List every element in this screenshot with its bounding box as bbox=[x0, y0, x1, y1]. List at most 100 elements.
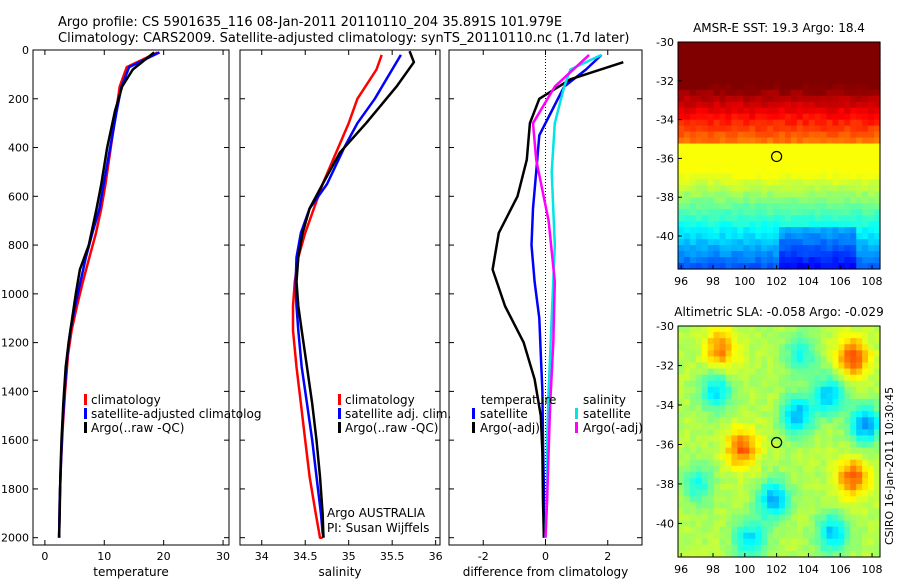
heatmap-cell bbox=[790, 514, 798, 522]
heatmap-cell bbox=[683, 71, 691, 79]
heatmap-cell bbox=[784, 484, 792, 491]
heatmap-cell bbox=[701, 332, 709, 339]
heatmap-cell bbox=[850, 161, 857, 169]
heatmap-cell bbox=[683, 411, 691, 418]
heatmap-cell bbox=[683, 338, 691, 345]
heatmap-cell bbox=[868, 356, 875, 364]
heatmap-cell bbox=[832, 380, 840, 388]
heatmap-cell bbox=[695, 149, 703, 157]
heatmap-cell bbox=[844, 119, 851, 127]
heatmap-cell bbox=[802, 119, 810, 127]
heatmap-cell bbox=[844, 203, 851, 210]
x-tick-label: 100 bbox=[734, 563, 755, 576]
heatmap-cell bbox=[826, 215, 834, 222]
heatmap-cell bbox=[719, 350, 727, 357]
heatmap-cell bbox=[814, 119, 822, 127]
heatmap-cell bbox=[773, 107, 780, 115]
heatmap-cell bbox=[755, 149, 762, 157]
heatmap-cell bbox=[838, 362, 845, 370]
heatmap-cell bbox=[790, 215, 798, 222]
heatmap-cell bbox=[808, 203, 816, 210]
heatmap-cell bbox=[838, 429, 845, 437]
heatmap-cell bbox=[743, 490, 750, 497]
heatmap-cell bbox=[767, 83, 774, 91]
heatmap-cell bbox=[832, 477, 840, 485]
heatmap-cell bbox=[850, 245, 857, 252]
heatmap-cell bbox=[838, 356, 845, 364]
heatmap-cell bbox=[844, 435, 851, 443]
heatmap-cell bbox=[779, 514, 786, 522]
difference-legend: temperature salinity satellite Argo(-adj… bbox=[472, 393, 643, 435]
heatmap-cell bbox=[695, 257, 703, 264]
heatmap-cell bbox=[678, 502, 685, 509]
heatmap-cell bbox=[874, 263, 881, 270]
heatmap-cell bbox=[868, 490, 875, 497]
heatmap-cell bbox=[695, 465, 703, 473]
heatmap-cell bbox=[701, 514, 709, 522]
heatmap-cell bbox=[725, 149, 733, 157]
heatmap-cell bbox=[796, 368, 804, 376]
heatmap-cell bbox=[826, 405, 834, 412]
x-tick-label: 102 bbox=[766, 563, 787, 576]
heatmap-cell bbox=[862, 161, 869, 169]
heatmap-cell bbox=[695, 179, 703, 186]
heatmap-cell bbox=[761, 423, 768, 430]
heatmap-cell bbox=[731, 59, 739, 67]
heatmap-cell bbox=[761, 490, 768, 497]
heatmap-cell bbox=[731, 447, 739, 455]
heatmap-cell bbox=[790, 221, 798, 228]
heatmap-cell bbox=[689, 137, 697, 145]
heatmap-cell bbox=[784, 53, 792, 61]
heatmap-cell bbox=[737, 544, 744, 552]
heatmap-cell bbox=[790, 95, 798, 103]
heatmap-cell bbox=[832, 233, 840, 240]
heatmap-cell bbox=[719, 179, 727, 186]
heatmap-cell bbox=[767, 179, 774, 186]
heatmap-cell bbox=[761, 167, 768, 175]
heatmap-cell bbox=[850, 221, 857, 228]
heatmap-cell bbox=[695, 167, 703, 175]
heatmap-cell bbox=[678, 338, 685, 345]
heatmap-cell bbox=[695, 185, 703, 192]
heatmap-cell bbox=[707, 83, 715, 91]
heatmap-cell bbox=[832, 490, 840, 497]
heatmap-cell bbox=[767, 508, 774, 516]
heatmap-cell bbox=[689, 544, 697, 552]
heatmap-cell bbox=[725, 392, 733, 400]
heatmap-cell bbox=[784, 326, 792, 333]
heatmap-cell bbox=[701, 179, 709, 186]
heatmap-cell bbox=[767, 143, 774, 151]
heatmap-cell bbox=[796, 502, 804, 509]
heatmap-cell bbox=[779, 380, 786, 388]
y-tick-label: 2000 bbox=[1, 532, 29, 545]
heatmap-cell bbox=[868, 520, 875, 528]
heatmap-cell bbox=[856, 405, 863, 412]
heatmap-cell bbox=[767, 502, 774, 509]
heatmap-cell bbox=[802, 131, 810, 139]
heatmap-cell bbox=[850, 502, 857, 509]
heatmap-cell bbox=[874, 453, 881, 461]
heatmap-cell bbox=[784, 83, 792, 91]
heatmap-cell bbox=[856, 441, 863, 449]
heatmap-cell bbox=[862, 227, 869, 234]
heatmap-cell bbox=[725, 411, 733, 418]
heatmap-cell bbox=[755, 508, 762, 516]
heatmap-cell bbox=[701, 417, 709, 424]
heatmap-cell bbox=[719, 435, 727, 443]
heatmap-cell bbox=[790, 71, 798, 79]
heatmap-cell bbox=[844, 344, 851, 351]
heatmap-cell bbox=[856, 263, 863, 270]
map-frame bbox=[677, 325, 881, 558]
heatmap-cell bbox=[695, 544, 703, 552]
heatmap-cell bbox=[826, 417, 834, 424]
heatmap-cell bbox=[868, 143, 875, 151]
heatmap-cell bbox=[779, 251, 786, 258]
heatmap-cell bbox=[707, 550, 715, 558]
x-tick-label: 0 bbox=[542, 550, 549, 563]
heatmap-cell bbox=[779, 356, 786, 364]
heatmap-cell bbox=[874, 508, 881, 516]
heatmap-cell bbox=[713, 209, 721, 216]
heatmap-cell bbox=[832, 441, 840, 449]
heatmap-cell bbox=[719, 47, 727, 55]
heatmap-cell bbox=[683, 101, 691, 109]
